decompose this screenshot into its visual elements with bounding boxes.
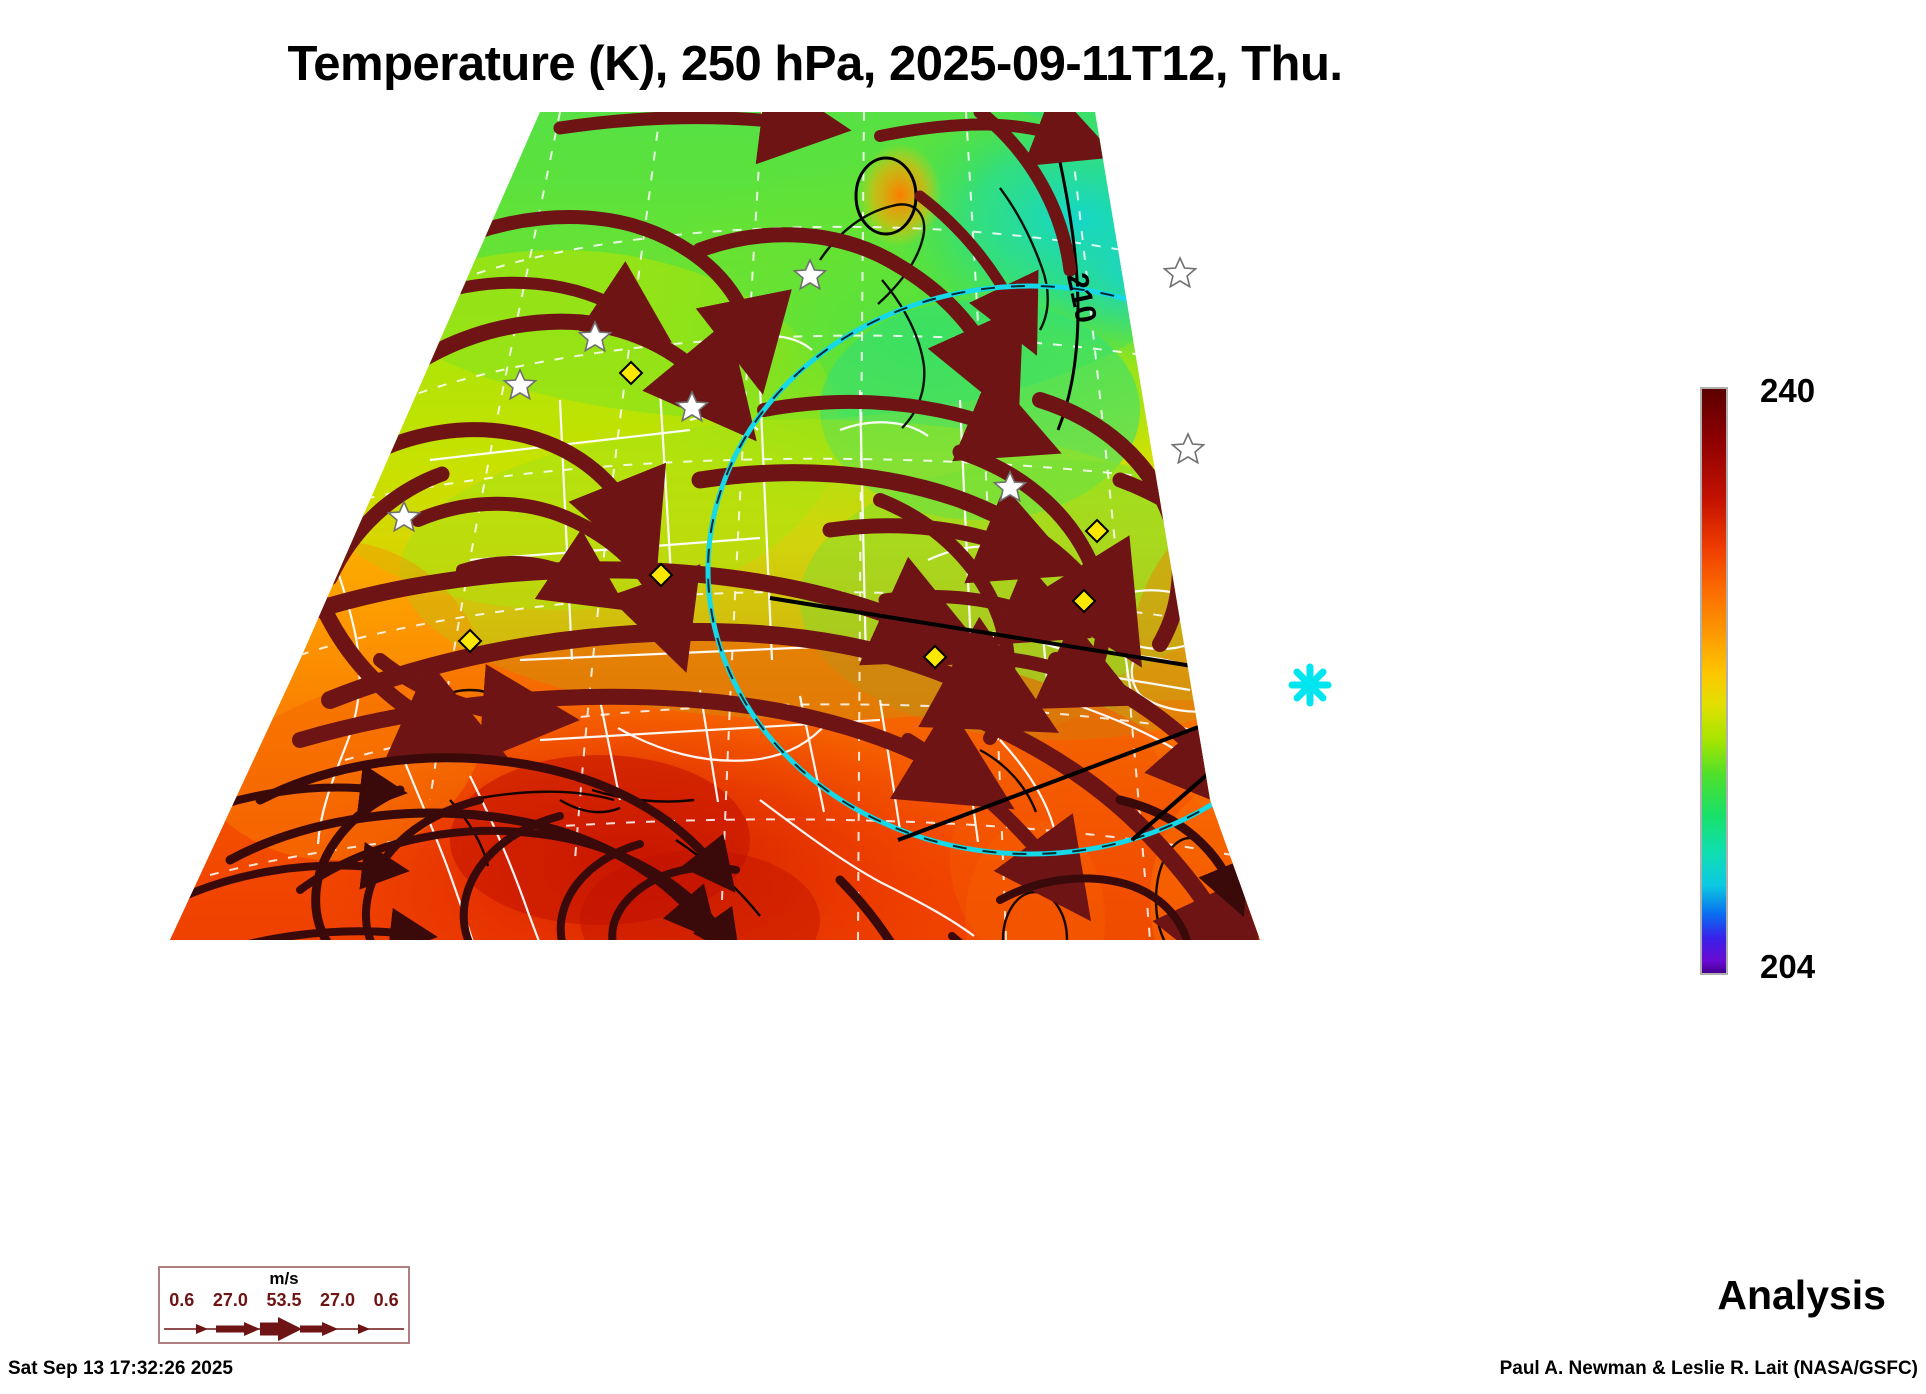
colorbar-min-label: 204: [1760, 948, 1816, 985]
wind-legend-values: 0.6 27.0 53.5 27.0 0.6: [160, 1290, 408, 1311]
star-marker[interactable]: [386, 256, 1206, 533]
page-title: Temperature (K), 250 hPa, 2025-09-11T12,…: [287, 37, 1343, 91]
wind-legend-value-4: 0.6: [373, 1290, 399, 1310]
wind-legend-arrow-scale: [164, 1317, 404, 1341]
center-location-marker[interactable]: [1288, 663, 1332, 707]
map-panel[interactable]: 210: [0, 100, 1620, 980]
analysis-label: Analysis: [1717, 1272, 1886, 1318]
station-markers[interactable]: [386, 256, 1332, 707]
colorbar-gradient[interactable]: [1700, 387, 1728, 975]
wind-legend-units-label: m/s: [269, 1269, 299, 1288]
colorbar-max-label: 240: [1760, 372, 1816, 409]
wind-legend-value-3: 27.0: [320, 1290, 356, 1310]
range-ring-overlay: [705, 283, 1260, 857]
wind-legend-value-2: 53.5: [266, 1290, 302, 1310]
wind-legend-value-1: 27.0: [212, 1290, 248, 1310]
colorbar[interactable]: 240 204: [1700, 372, 1910, 990]
author-credit: Paul A. Newman & Leslie R. Lait (NASA/GS…: [1499, 1358, 1918, 1379]
temperature-field: [170, 112, 1260, 940]
wind-legend-value-0: 0.6: [169, 1290, 195, 1310]
temperature-map[interactable]: 210: [0, 100, 1620, 980]
wind-speed-legend: m/s 0.6 27.0 53.5 27.0 0.6: [158, 1266, 410, 1344]
generation-timestamp: Sat Sep 13 17:32:26 2025: [8, 1358, 233, 1379]
diamond-marker[interactable]: [457, 360, 1110, 670]
